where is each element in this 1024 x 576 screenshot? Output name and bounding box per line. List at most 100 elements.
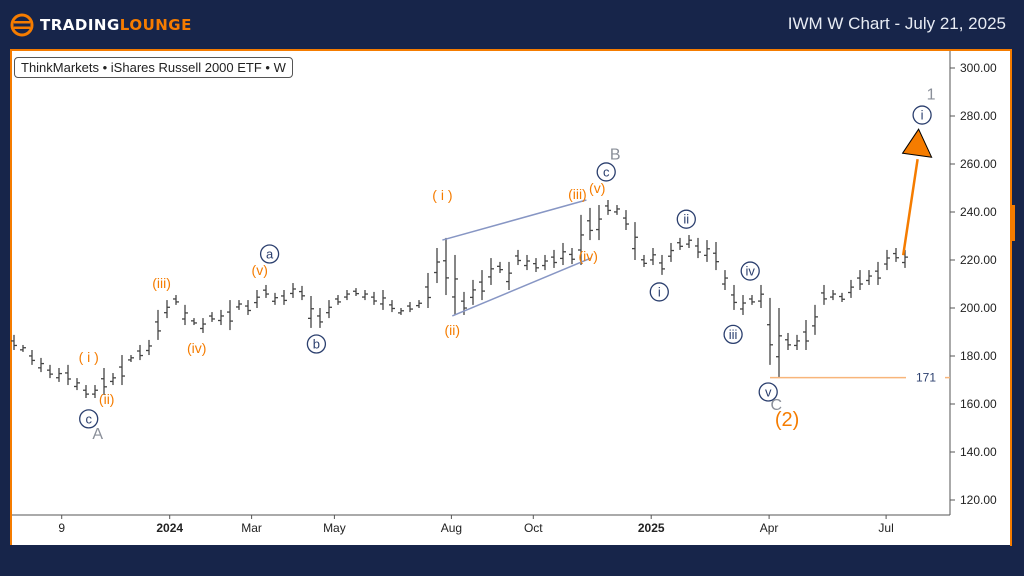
ohlc-bar	[281, 290, 287, 305]
ohlc-bar	[749, 295, 755, 305]
ohlc-bar	[47, 364, 53, 379]
ohlc-bar	[704, 240, 710, 262]
ohlc-bar	[893, 248, 899, 262]
wedge-trendline	[452, 257, 592, 317]
ohlc-bar	[902, 249, 908, 268]
wave-label: (iv)	[578, 248, 597, 264]
ohlc-bar	[560, 242, 566, 266]
ohlc-bar	[398, 308, 404, 315]
y-tick-label: 120.00	[960, 493, 997, 507]
wave-label-text: v	[765, 385, 772, 400]
ohlc-bar	[524, 254, 530, 271]
ohlc-bar	[497, 261, 503, 273]
ohlc-bar	[596, 205, 602, 241]
x-tick-label: Apr	[760, 521, 779, 535]
y-tick-label: 280.00	[960, 109, 997, 123]
ohlc-bar	[785, 332, 791, 350]
ohlc-bar	[119, 355, 125, 386]
x-tick-label: 9	[58, 521, 65, 535]
y-tick-label: 300.00	[960, 61, 997, 75]
y-tick-label: 200.00	[960, 301, 997, 315]
ohlc-bar	[758, 284, 764, 308]
wave-label: (v)	[252, 262, 268, 278]
wave-circle	[79, 409, 99, 429]
wave-label-circled: a	[259, 244, 280, 264]
ohlc-bar	[659, 254, 665, 275]
y-tick-label: 260.00	[960, 157, 997, 171]
ohlc-bar	[74, 378, 80, 391]
wave-label-circled: ii	[676, 209, 696, 229]
ohlc-bar	[848, 279, 854, 298]
ohlc-bar	[443, 237, 449, 296]
ohlc-bar	[767, 297, 773, 365]
ohlc-bar	[830, 290, 836, 301]
wave-label: C	[771, 397, 783, 414]
ohlc-bar	[182, 304, 188, 326]
header: TRADINGLOUNGE IWM W Chart - July 21, 202…	[0, 0, 1024, 50]
wave-label-text: a	[266, 247, 274, 262]
ohlc-bar	[587, 207, 593, 241]
ohlc-bar	[452, 254, 458, 315]
ohlc-bar	[803, 320, 809, 350]
wave-circle	[740, 261, 760, 281]
ohlc-bar	[137, 344, 143, 361]
wave-label-circled: b	[306, 334, 327, 354]
ohlc-bar	[875, 261, 881, 285]
wave-label: A	[92, 426, 103, 443]
ohlc-bar	[200, 318, 206, 333]
x-tick-label: Jul	[878, 521, 893, 535]
ohlc-bar	[641, 254, 647, 267]
ohlc-bar	[245, 300, 251, 315]
chart-panel[interactable]	[10, 49, 1012, 545]
wave-label-text: iii	[729, 327, 738, 342]
wave-circle	[912, 105, 932, 125]
ohlc-bar	[56, 368, 62, 382]
ohlc-bar	[533, 258, 539, 272]
y-tick-label: 220.00	[960, 253, 997, 267]
ohlc-bar	[344, 290, 350, 301]
ohlc-bar	[578, 214, 584, 266]
ohlc-bar	[884, 249, 890, 271]
wave-label-text: ii	[683, 212, 689, 227]
ohlc-bar	[650, 248, 656, 266]
wave-circle	[676, 209, 696, 229]
y-tick-label: 160.00	[960, 397, 997, 411]
wedge-trendline	[442, 199, 587, 241]
ohlc-bar	[83, 385, 89, 398]
ohlc-bar	[542, 254, 548, 271]
wave-label-text: i	[658, 284, 661, 299]
wave-circle	[758, 382, 778, 402]
wave-circle	[259, 244, 280, 264]
ohlc-bar	[857, 270, 863, 290]
ohlc-bar	[191, 318, 197, 326]
symbol-legend[interactable]: ThinkMarkets • iShares Russell 2000 ETF …	[14, 57, 293, 78]
ohlc-bar	[605, 200, 611, 215]
right-edge-accent	[1010, 50, 1012, 546]
wave-circle	[306, 334, 327, 354]
invalidation-label: 171	[916, 371, 936, 385]
ohlc-bar	[866, 270, 872, 285]
wave-label-circled: v	[758, 382, 778, 402]
ohlc-bar	[128, 355, 134, 362]
ohlc-bar	[569, 248, 575, 265]
x-tick-label: Oct	[524, 521, 543, 535]
y-tick-label: 180.00	[960, 349, 997, 363]
ohlc-bar	[308, 296, 314, 328]
ohlc-bar	[263, 284, 269, 298]
tradinglounge-logo: TRADINGLOUNGE	[10, 13, 192, 37]
ohlc-bar	[515, 249, 521, 266]
wave-circle	[596, 162, 616, 182]
ohlc-bar	[551, 249, 557, 268]
ohlc-bar	[776, 308, 782, 378]
y-tick-label: 140.00	[960, 445, 997, 459]
ohlc-bar	[812, 304, 818, 335]
wave-label: B	[610, 146, 621, 163]
wave-label-circled: iv	[740, 261, 760, 281]
logo-text-lounge: LOUNGE	[119, 16, 192, 34]
ohlc-bar	[164, 300, 170, 319]
wave-label-text: i	[921, 108, 924, 123]
ohlc-bar	[740, 295, 746, 315]
ohlc-bar	[380, 290, 386, 310]
wave-label: (iv)	[187, 340, 206, 356]
